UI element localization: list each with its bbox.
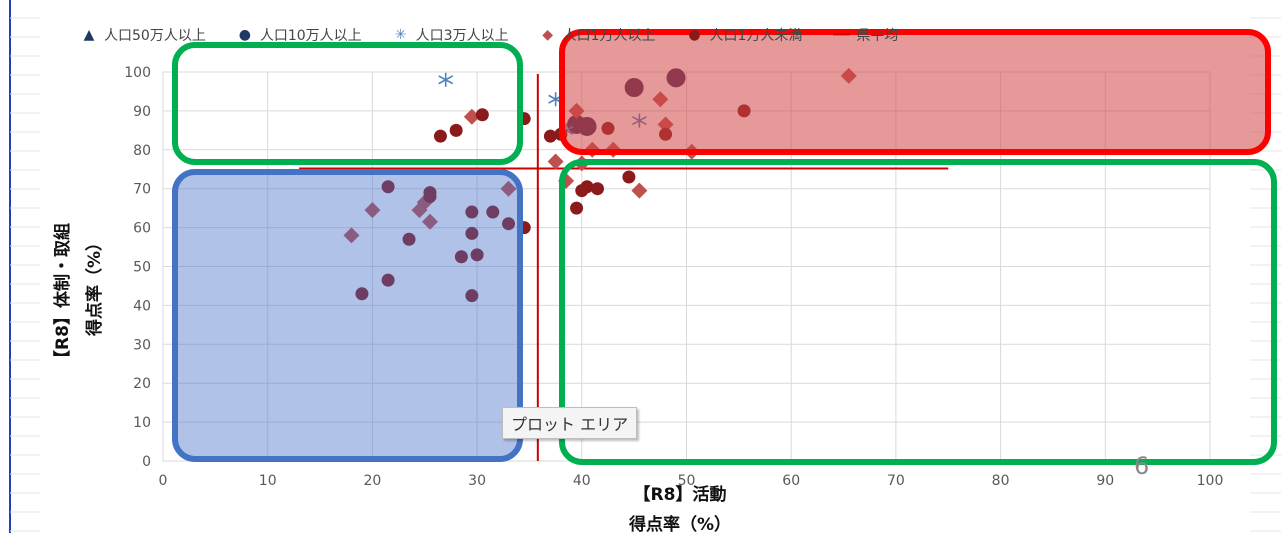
legend-item: ▲ 人口50万人以上 bbox=[80, 25, 206, 45]
x-tick-label: 40 bbox=[573, 473, 591, 489]
legend-marker-icon: ◆ bbox=[542, 27, 553, 43]
point-marker bbox=[570, 201, 584, 215]
legend-label: 人口1万人以上 bbox=[562, 28, 656, 44]
y-tick-label: 70 bbox=[133, 182, 151, 198]
y-tick-label: 10 bbox=[133, 415, 151, 431]
x-tick-label: 80 bbox=[992, 473, 1010, 489]
legend-item: ● 人口1万人未満 bbox=[686, 25, 803, 45]
legend-item: ● 人口10万人以上 bbox=[236, 25, 362, 45]
x-tick-label: 0 bbox=[159, 473, 168, 489]
x-tick-label: 100 bbox=[1197, 473, 1224, 489]
slide-number: 6 bbox=[1134, 452, 1150, 480]
x-tick-label: 70 bbox=[887, 473, 905, 489]
point-marker bbox=[502, 217, 516, 231]
y-tick-label: 90 bbox=[133, 104, 151, 120]
point-marker bbox=[423, 189, 437, 203]
x-axis-unit-label: 得点率（%） bbox=[628, 514, 731, 533]
x-tick-label: 10 bbox=[259, 473, 277, 489]
legend-marker-icon: ▲ bbox=[83, 27, 95, 43]
point-marker bbox=[547, 153, 564, 170]
point-marker bbox=[433, 129, 447, 143]
average-lines bbox=[299, 73, 949, 461]
legend-label: 人口3万人以上 bbox=[415, 28, 509, 44]
x-tick-label: 50 bbox=[678, 473, 696, 489]
x-tick-label: 60 bbox=[782, 473, 800, 489]
point-marker bbox=[355, 287, 369, 301]
x-tick-label: 20 bbox=[363, 473, 381, 489]
chart-legend: ▲ 人口50万人以上 ● 人口10万人以上 ✳ 人口3万人以上 ◆ 人口1万人以上 ● 人口1万人… bbox=[80, 24, 928, 46]
point-marker bbox=[500, 180, 517, 197]
legend-item: ◆ 人口1万人以上 bbox=[539, 25, 656, 45]
y-tick-label: 20 bbox=[133, 376, 151, 392]
legend-marker-icon: ● bbox=[688, 27, 701, 43]
point-marker bbox=[343, 227, 360, 244]
legend-marker-icon: ✳ bbox=[394, 27, 407, 43]
y-tick-label: 0 bbox=[142, 454, 151, 470]
point-marker-stroke bbox=[438, 75, 454, 85]
y-tick-label: 80 bbox=[133, 143, 151, 159]
point-marker bbox=[591, 182, 605, 196]
point-marker bbox=[381, 273, 395, 287]
point-marker bbox=[622, 170, 636, 184]
x-tick-label: 90 bbox=[1096, 473, 1114, 489]
y-tick-label: 50 bbox=[133, 260, 151, 276]
highlight-regions bbox=[172, 29, 1277, 465]
y-tick-label: 100 bbox=[124, 65, 151, 81]
point-marker bbox=[402, 232, 416, 246]
point-marker bbox=[465, 226, 479, 240]
legend-item: ━━ 県平均 bbox=[832, 25, 898, 45]
x-tick-label: 30 bbox=[468, 473, 486, 489]
point-marker bbox=[631, 182, 648, 199]
point-marker bbox=[463, 108, 480, 125]
point-marker bbox=[449, 123, 463, 137]
legend-item: ✳ 人口3万人以上 bbox=[392, 25, 509, 45]
y-tick-label: 60 bbox=[133, 221, 151, 237]
point-marker bbox=[465, 205, 479, 219]
x-axis-label: 【R8】活動 bbox=[634, 484, 727, 505]
y-tick-label: 30 bbox=[133, 337, 151, 353]
highlight-region-bottom-right bbox=[559, 159, 1277, 465]
y-tick-label: 40 bbox=[133, 298, 151, 314]
highlight-region-top-left bbox=[172, 42, 523, 165]
legend-label: 人口50万人以上 bbox=[104, 28, 206, 44]
point-marker bbox=[543, 129, 557, 143]
highlight-region-bottom-left bbox=[172, 169, 523, 462]
legend-marker-icon: ━━ bbox=[832, 27, 850, 43]
point-marker bbox=[465, 289, 479, 303]
point-marker bbox=[438, 72, 454, 87]
y-axis-unit-label: 得点率（%） bbox=[84, 234, 105, 337]
point-marker bbox=[381, 180, 395, 194]
plot-area-tooltip: プロット エリア bbox=[502, 407, 638, 439]
point-marker bbox=[364, 202, 381, 219]
point-marker bbox=[454, 250, 468, 264]
point-marker bbox=[575, 184, 589, 198]
y-axis-label: 【R8】体制・取組 bbox=[52, 223, 73, 367]
point-marker bbox=[470, 248, 484, 262]
legend-marker-icon: ● bbox=[238, 27, 251, 43]
point-marker bbox=[475, 108, 489, 122]
point-marker bbox=[486, 205, 500, 219]
highlight-region-top-right bbox=[559, 29, 1271, 155]
legend-label: 人口10万人以上 bbox=[259, 28, 362, 44]
legend-label: 人口1万人未満 bbox=[709, 28, 803, 44]
point-marker bbox=[421, 213, 438, 230]
legend-label: 県平均 bbox=[856, 28, 899, 44]
